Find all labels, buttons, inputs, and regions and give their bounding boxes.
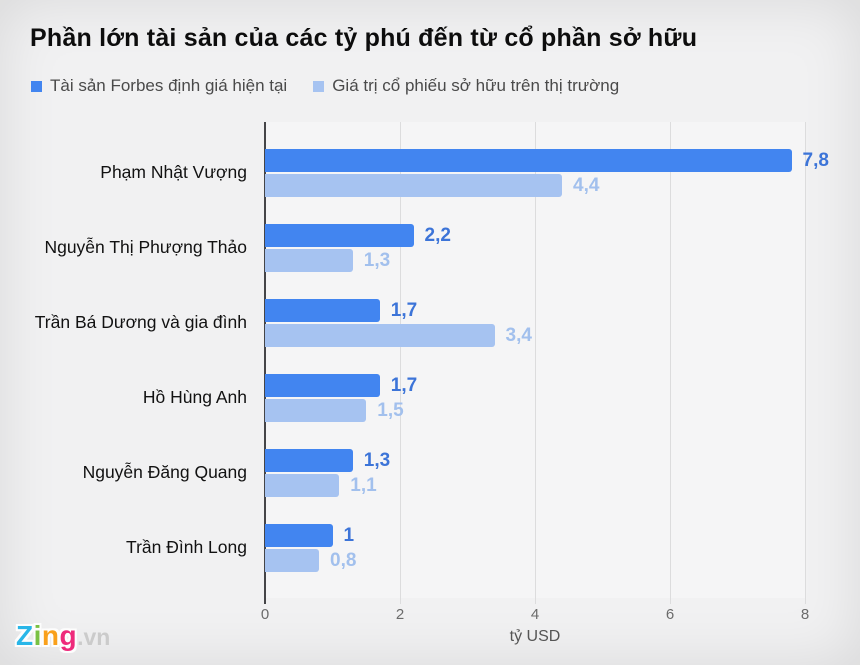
value-label-forbes: 7,8 [802, 149, 829, 171]
category-labels: Phạm Nhật Vượng Nguyễn Thị Phượng Thảo Trầ… [0, 122, 256, 598]
chart-row: 7,8 4,4 [265, 135, 829, 210]
gridline-4 [535, 122, 536, 604]
value-label-forbes: 2,2 [424, 224, 451, 246]
legend-label: Giá trị cổ phiếu sở hữu trên thị trường [332, 76, 620, 95]
legend: Tài sản Forbes định giá hiện tại Giá trị … [31, 76, 619, 96]
value-label-market: 0,8 [330, 549, 357, 571]
chart-row: 2,2 1,3 [265, 210, 805, 285]
category-label: Hồ Hùng Anh [142, 387, 247, 407]
value-label-market: 1,3 [363, 249, 391, 271]
bar-forbes [265, 374, 380, 397]
value-label-forbes: 1,3 [363, 449, 391, 471]
y-axis-line [264, 122, 266, 604]
gridline-6 [670, 122, 671, 604]
bar-forbes [265, 524, 333, 547]
value-label-forbes: 1,7 [390, 374, 418, 396]
x-axis-title: tỷ USD [509, 628, 561, 645]
zing-logo-letter: n [41, 620, 60, 651]
x-tick-label: 8 [800, 606, 810, 623]
bar-market [265, 249, 353, 272]
x-tick-label: 6 [665, 606, 675, 623]
zing-logo-letter: i [33, 620, 42, 651]
category-label: Nguyễn Thị Phượng Thảo [44, 237, 247, 257]
value-label-forbes: 1 [343, 524, 355, 546]
zing-logo: Zing.vn [16, 620, 110, 652]
x-tick-label: 2 [395, 606, 405, 623]
x-tick-label: 4 [530, 606, 540, 623]
zing-logo-letter: Z [16, 620, 34, 651]
x-tick-label: 0 [260, 606, 270, 623]
legend-item-0: Tài sản Forbes định giá hiện tại [31, 76, 287, 96]
category-label: Trần Đình Long [126, 537, 247, 557]
category-label: Nguyễn Đăng Quang [82, 462, 247, 482]
value-label-market: 4,4 [573, 174, 600, 196]
gridline-8 [805, 122, 806, 604]
legend-swatch-icon [31, 80, 42, 92]
gridline-2 [400, 122, 401, 604]
plot-area: 0 2 4 6 8 7,8 4,4 2,2 1,3 1,7 3,4 1,7 1,5 1,3 1,1 1 0,8 [261, 122, 829, 623]
bar-market [265, 174, 562, 197]
legend-swatch-icon [313, 80, 325, 92]
value-label-forbes: 1,7 [390, 299, 418, 321]
zing-logo-suffix: .vn [77, 624, 111, 650]
bar-forbes [265, 224, 414, 247]
value-label-market: 1,1 [350, 474, 377, 496]
category-label: Trần Bá Dương và gia đình [34, 312, 247, 332]
bar-forbes [265, 449, 353, 472]
bar-forbes [265, 299, 380, 322]
legend-label: Tài sản Forbes định giá hiện tại [50, 76, 288, 95]
legend-item-1: Giá trị cổ phiếu sở hữu trên thị trường [313, 76, 619, 96]
bar-market [265, 324, 495, 347]
bar-forbes [265, 149, 792, 172]
bar-market [265, 549, 319, 572]
chart-row: 1,7 3,4 [265, 285, 805, 360]
zing-logo-letter: g [59, 620, 78, 651]
chart-row: 1 0,8 [265, 510, 805, 585]
category-label: Phạm Nhật Vượng [100, 162, 247, 182]
value-label-market: 1,5 [377, 399, 404, 421]
bar-market [265, 399, 367, 422]
chart-title: Phần lớn tài sản của các tỷ phú đến từ c… [30, 24, 698, 52]
bar-market [265, 474, 340, 497]
chart-row: 1,3 1,1 [265, 435, 805, 510]
value-label-market: 3,4 [505, 324, 532, 346]
chart-row: 1,7 1,5 [265, 360, 805, 435]
